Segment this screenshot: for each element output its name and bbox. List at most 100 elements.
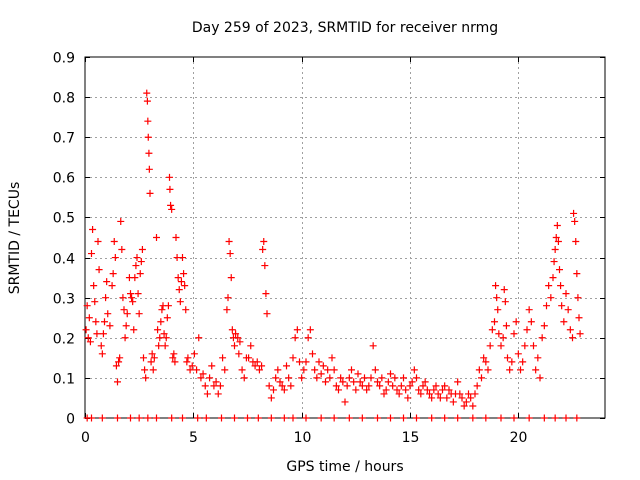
data-point bbox=[348, 366, 355, 374]
data-point bbox=[502, 322, 510, 330]
data-point bbox=[155, 342, 163, 350]
data-point bbox=[469, 402, 477, 410]
data-point bbox=[221, 366, 229, 374]
data-point bbox=[332, 382, 340, 390]
data-point bbox=[467, 394, 475, 402]
data-point bbox=[415, 386, 423, 394]
data-point bbox=[145, 149, 153, 157]
data-point bbox=[143, 89, 151, 97]
data-point bbox=[428, 394, 436, 402]
data-point bbox=[551, 246, 559, 254]
data-point bbox=[179, 254, 186, 262]
data-point bbox=[247, 342, 255, 350]
data-point bbox=[123, 310, 131, 318]
data-point bbox=[122, 322, 130, 330]
data-point bbox=[469, 414, 477, 422]
data-point bbox=[441, 382, 449, 390]
data-point bbox=[108, 282, 116, 290]
data-point bbox=[261, 262, 269, 270]
data-point bbox=[141, 366, 149, 374]
data-point bbox=[506, 366, 514, 374]
data-point bbox=[260, 238, 268, 246]
y-tick-label: 0.5 bbox=[53, 211, 75, 227]
data-point bbox=[540, 322, 548, 330]
data-point bbox=[454, 414, 462, 422]
data-point bbox=[216, 382, 224, 390]
data-point bbox=[475, 366, 483, 374]
data-point bbox=[391, 374, 399, 382]
data-point bbox=[543, 302, 550, 310]
data-point bbox=[458, 394, 466, 402]
data-point bbox=[93, 330, 101, 338]
data-point bbox=[166, 185, 174, 193]
y-tick-label: 0.1 bbox=[53, 372, 75, 388]
y-tick-label: 0.7 bbox=[53, 131, 75, 147]
data-point bbox=[484, 366, 492, 374]
data-point bbox=[140, 354, 147, 362]
data-point bbox=[89, 225, 97, 233]
data-point bbox=[478, 374, 485, 382]
data-point bbox=[98, 414, 106, 422]
data-point bbox=[131, 274, 139, 282]
data-point bbox=[341, 398, 349, 406]
data-point bbox=[523, 326, 531, 334]
x-tick-label: 0 bbox=[81, 430, 90, 446]
data-point bbox=[231, 342, 238, 350]
data-point bbox=[201, 382, 209, 390]
data-point bbox=[378, 374, 386, 382]
data-point bbox=[322, 378, 329, 386]
data-point bbox=[97, 342, 105, 350]
data-point bbox=[138, 246, 146, 254]
data-point bbox=[153, 414, 160, 422]
data-point bbox=[574, 294, 582, 302]
data-point bbox=[423, 386, 431, 394]
data-point bbox=[285, 374, 293, 382]
y-tick-label: 0.2 bbox=[53, 332, 75, 348]
data-point bbox=[156, 334, 164, 342]
data-point bbox=[400, 414, 407, 422]
data-point bbox=[169, 354, 177, 362]
data-point bbox=[228, 326, 236, 334]
data-point bbox=[569, 334, 576, 342]
data-point bbox=[512, 318, 520, 326]
data-point bbox=[345, 414, 353, 422]
data-point bbox=[86, 338, 94, 346]
data-point bbox=[350, 378, 358, 386]
data-point bbox=[527, 318, 535, 326]
data-point bbox=[180, 270, 188, 278]
data-point bbox=[553, 221, 561, 229]
data-point bbox=[85, 314, 93, 322]
data-point bbox=[374, 378, 381, 386]
y-tick-label: 0.9 bbox=[53, 51, 75, 67]
data-point bbox=[136, 270, 144, 278]
data-point bbox=[142, 374, 150, 382]
data-point bbox=[313, 374, 321, 382]
data-point bbox=[162, 334, 170, 342]
data-point bbox=[188, 362, 196, 370]
data-point bbox=[462, 398, 470, 406]
data-point bbox=[540, 414, 548, 422]
data-point bbox=[384, 378, 392, 386]
data-point bbox=[428, 414, 436, 422]
data-point bbox=[226, 250, 234, 258]
data-point bbox=[430, 386, 438, 394]
data-point bbox=[236, 338, 244, 346]
data-point bbox=[130, 326, 138, 334]
data-point bbox=[482, 414, 490, 422]
data-point bbox=[170, 350, 178, 358]
data-point bbox=[335, 386, 342, 394]
data-point bbox=[371, 366, 379, 374]
data-point bbox=[491, 318, 498, 326]
data-point bbox=[304, 334, 312, 342]
x-tick-label: 10 bbox=[294, 430, 312, 446]
data-point bbox=[116, 354, 124, 362]
data-point bbox=[174, 274, 182, 282]
data-point bbox=[149, 366, 157, 374]
data-point bbox=[504, 354, 511, 362]
data-point bbox=[168, 414, 176, 422]
data-point bbox=[393, 386, 401, 394]
data-point bbox=[497, 414, 505, 422]
data-point bbox=[265, 382, 273, 390]
data-point bbox=[186, 366, 194, 374]
data-point bbox=[317, 414, 325, 422]
